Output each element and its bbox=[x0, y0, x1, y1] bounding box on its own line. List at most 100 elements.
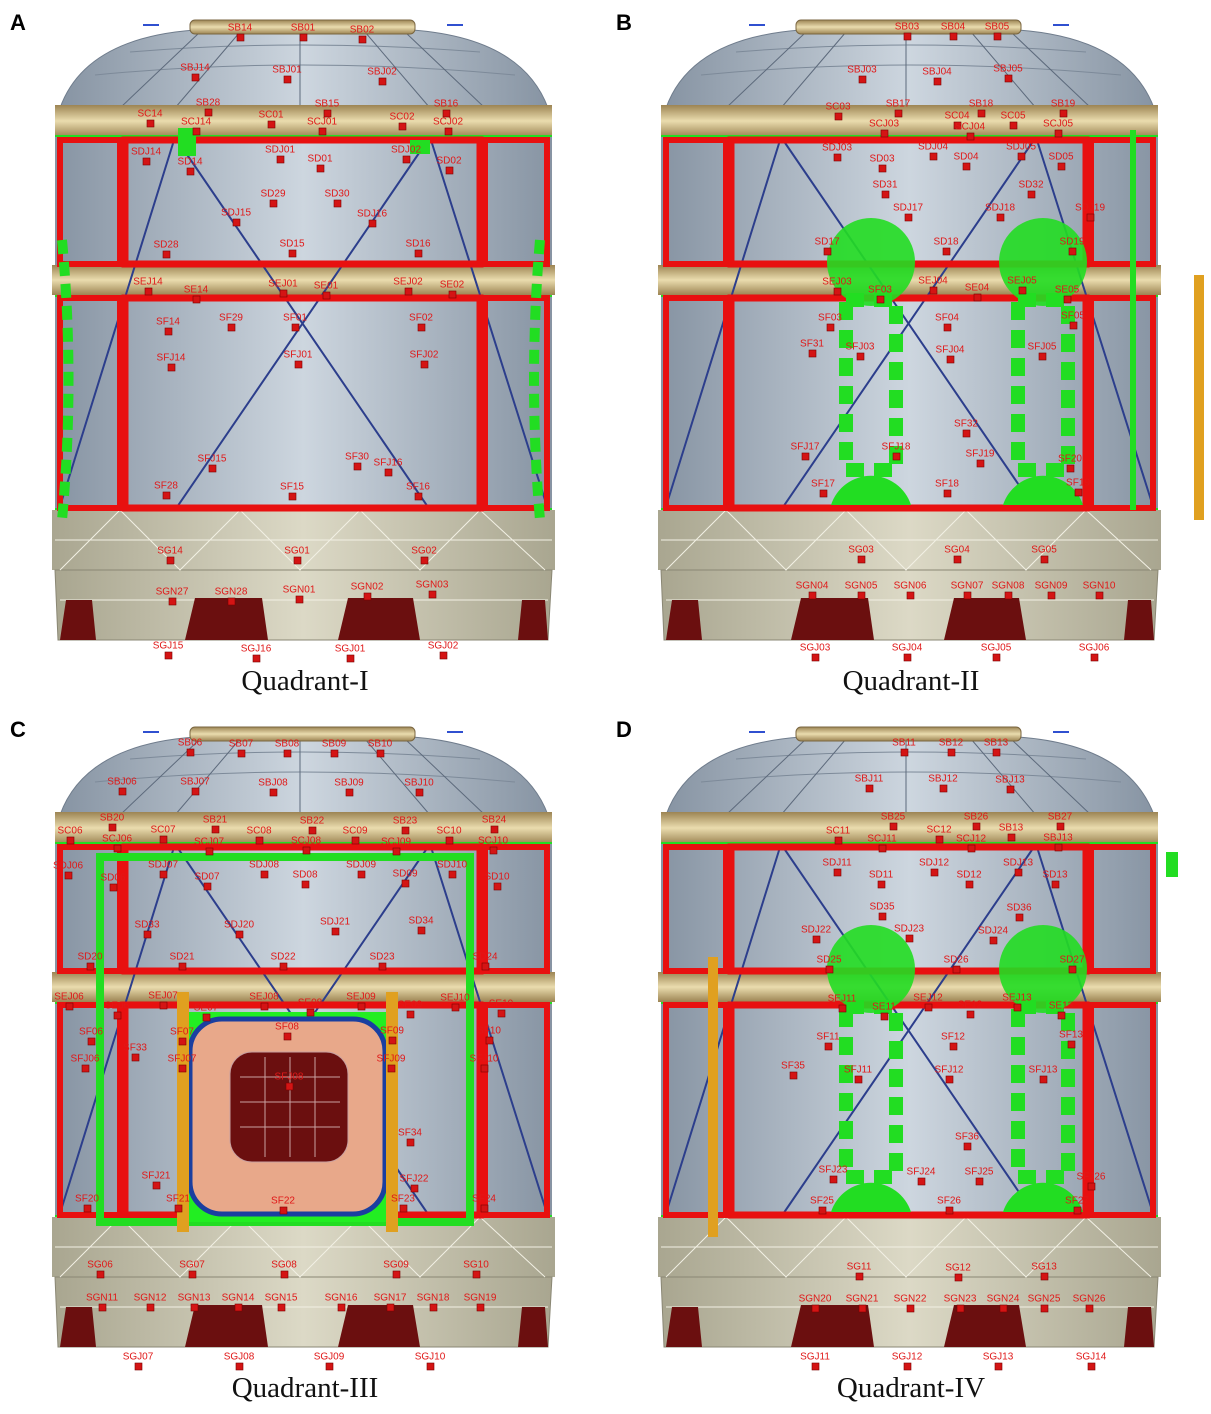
sensor-label: SGN04 bbox=[796, 581, 829, 592]
sensor-label: SGN15 bbox=[265, 1293, 298, 1304]
sensor-label: SD32 bbox=[1018, 180, 1043, 191]
sensor-label: SB18 bbox=[969, 99, 994, 110]
sensor-marker bbox=[490, 847, 497, 854]
sensor-marker bbox=[1010, 122, 1017, 129]
sensor-label: SF20 bbox=[1058, 454, 1082, 465]
sensor-marker bbox=[950, 33, 957, 40]
sensor-label: SGN22 bbox=[894, 1294, 927, 1305]
sensor-label: SD36 bbox=[1006, 903, 1031, 914]
sensor-label: SF16 bbox=[406, 482, 430, 493]
sensor-label: SGJ10 bbox=[415, 1352, 446, 1363]
sensor-marker bbox=[317, 165, 324, 172]
sensor-marker bbox=[393, 848, 400, 855]
sensor-label: SF08 bbox=[275, 1022, 299, 1033]
sensor-marker bbox=[407, 1139, 414, 1146]
sensor-label: SD31 bbox=[872, 180, 897, 191]
sensor-label: SF19 bbox=[1066, 478, 1090, 489]
sensor-marker bbox=[403, 156, 410, 163]
sensor-marker bbox=[936, 836, 943, 843]
sensor-marker bbox=[114, 1012, 121, 1019]
sensor-label: SB07 bbox=[229, 739, 254, 750]
sensor-marker bbox=[976, 1178, 983, 1185]
sensor-marker bbox=[284, 1033, 291, 1040]
sensor-label: SCJ10 bbox=[478, 836, 508, 847]
sensor-label: SG01 bbox=[284, 546, 310, 557]
sensor-marker bbox=[881, 130, 888, 137]
sensor-label: SDJ02 bbox=[391, 145, 421, 156]
sensor-marker bbox=[452, 1004, 459, 1011]
sensor-label: SD06 bbox=[100, 873, 125, 884]
sensor-label: SDJ10 bbox=[437, 860, 467, 871]
sensor-label: SC11 bbox=[826, 826, 851, 837]
sensor-marker bbox=[303, 847, 310, 854]
sensor-label: SFJ23 bbox=[819, 1165, 848, 1176]
sensor-marker bbox=[1039, 353, 1046, 360]
sensor-marker bbox=[997, 214, 1004, 221]
sensor-marker bbox=[165, 328, 172, 335]
sensor-label: SCJ09 bbox=[381, 837, 411, 848]
sensor-label: SF03 bbox=[818, 313, 842, 324]
sensor-label: SGN07 bbox=[951, 581, 984, 592]
sensor-label: SB19 bbox=[1051, 99, 1076, 110]
sensor-marker bbox=[165, 652, 172, 659]
sensor-marker bbox=[1074, 1207, 1081, 1214]
sensor-label: SB13 bbox=[984, 738, 1009, 749]
sensor-marker bbox=[950, 1043, 957, 1050]
sensor-marker bbox=[253, 655, 260, 662]
sensor-label: SD21 bbox=[169, 952, 194, 963]
sensor-marker bbox=[820, 490, 827, 497]
sensor-marker bbox=[819, 1207, 826, 1214]
sensor-label: SF15 bbox=[280, 482, 304, 493]
sensor-marker bbox=[809, 350, 816, 357]
sensor-label: SEJ03 bbox=[822, 277, 852, 288]
sensor-label: SF02 bbox=[409, 313, 433, 324]
sensor-marker bbox=[261, 871, 268, 878]
sensor-label: SF26 bbox=[937, 1196, 961, 1207]
sensor-marker bbox=[144, 931, 151, 938]
sensor-label: SE06 bbox=[105, 1001, 130, 1012]
sensor-marker bbox=[1088, 1363, 1095, 1370]
sensor-label: SE12 bbox=[958, 1000, 983, 1011]
sensor-marker bbox=[238, 750, 245, 757]
sensor-marker bbox=[193, 128, 200, 135]
sensor-label: SGJ05 bbox=[981, 643, 1012, 654]
sensor-label: SC02 bbox=[389, 112, 414, 123]
sensor-marker bbox=[855, 1076, 862, 1083]
sensor-label: SG10 bbox=[463, 1260, 489, 1271]
sensor-label: SFJ12 bbox=[935, 1065, 964, 1076]
sensor-marker bbox=[277, 156, 284, 163]
sensor-label: SDJ15 bbox=[221, 208, 251, 219]
sensor-label: SD17 bbox=[814, 237, 839, 248]
sensor-label: SD34 bbox=[408, 916, 433, 927]
sensor-label: SFJ06 bbox=[71, 1054, 100, 1065]
sensor-marker bbox=[427, 1363, 434, 1370]
sensor-marker bbox=[179, 963, 186, 970]
sensor-label: SD24 bbox=[472, 952, 497, 963]
sensor-marker bbox=[323, 292, 330, 299]
sensor-marker bbox=[482, 963, 489, 970]
sensor-marker bbox=[907, 1305, 914, 1312]
sensor-label: SDJ05 bbox=[1006, 142, 1036, 153]
sensor-marker bbox=[906, 935, 913, 942]
sensor-label: SFJ15 bbox=[198, 454, 227, 465]
sensor-marker bbox=[859, 1305, 866, 1312]
sensor-marker bbox=[256, 837, 263, 844]
sensor-marker bbox=[1086, 1305, 1093, 1312]
sensor-label: SD23 bbox=[369, 952, 394, 963]
sensor-label: SG02 bbox=[411, 546, 437, 557]
sensor-label: SBJ13 bbox=[995, 775, 1025, 786]
sensor-label: SDJ07 bbox=[148, 860, 178, 871]
sensor-marker bbox=[379, 963, 386, 970]
sensor-marker bbox=[481, 1065, 488, 1072]
sensor-label: SC14 bbox=[137, 109, 162, 120]
sensor-marker bbox=[286, 1083, 293, 1090]
sensor-label: SGJ13 bbox=[983, 1352, 1014, 1363]
sensor-marker bbox=[946, 1207, 953, 1214]
sensor-marker bbox=[993, 654, 1000, 661]
sensor-marker bbox=[835, 837, 842, 844]
sensor-marker bbox=[1014, 1004, 1021, 1011]
sensor-label: SCJ04 bbox=[955, 122, 985, 133]
sensor-marker bbox=[879, 845, 886, 852]
sensor-marker bbox=[477, 1304, 484, 1311]
